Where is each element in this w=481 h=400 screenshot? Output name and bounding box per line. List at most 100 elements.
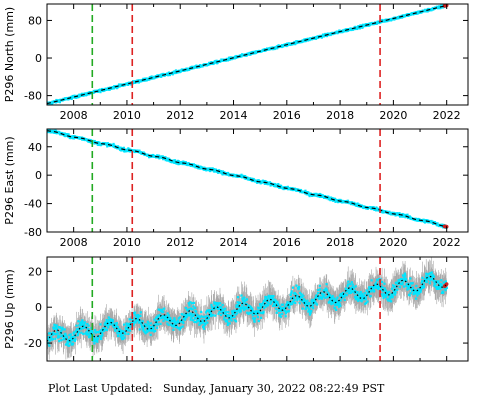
up-data-point [241, 303, 244, 306]
up-data-point [139, 314, 142, 317]
up-data-point [53, 327, 56, 330]
up-data-point [195, 313, 198, 316]
north-data-point [234, 56, 238, 60]
up-data-point [226, 313, 229, 317]
up-data-point [118, 328, 121, 331]
up-data-point [55, 327, 59, 331]
up-data-point [120, 330, 124, 333]
up-data-point [48, 344, 51, 347]
up-data-point [291, 286, 295, 289]
east-data-point [436, 222, 439, 225]
up-data-point [189, 301, 192, 304]
up-data-point [356, 291, 359, 294]
up-data-point [325, 288, 328, 292]
up-data-point [290, 291, 293, 295]
up-data-point [290, 302, 294, 306]
up-data-point [180, 319, 184, 323]
up-data-point [243, 299, 247, 302]
up-data-point [357, 299, 360, 302]
up-data-point [294, 301, 297, 305]
up-data-point [190, 312, 193, 315]
up-data-point [223, 316, 226, 319]
up-data-point [147, 329, 151, 332]
up-data-point [125, 326, 128, 329]
east-y-tick-label: -80 [24, 226, 42, 239]
up-data-point [197, 314, 200, 317]
up-data-point [97, 331, 100, 334]
up-data-point [311, 304, 314, 307]
north-y-tick-label: 80 [28, 14, 42, 27]
up-data-point [303, 299, 306, 302]
up-data-point [67, 340, 70, 343]
up-data-point [67, 339, 70, 342]
up-data-point [346, 290, 349, 293]
up-data-point [54, 333, 57, 336]
up-data-point [284, 312, 288, 315]
up-data-point [62, 336, 66, 339]
up-data-point [324, 296, 327, 299]
up-data-point [129, 321, 132, 325]
up-data-point [194, 316, 197, 320]
up-data-point [209, 309, 212, 312]
east-data-point [433, 221, 437, 224]
east-data-point [202, 168, 205, 171]
east-data-point [196, 164, 200, 168]
east-x-tick-label: 2018 [326, 236, 354, 249]
up-data-point [338, 294, 342, 297]
up-data-point [214, 307, 217, 310]
up-data-point [221, 303, 224, 307]
up-data-point [281, 312, 284, 316]
up-data-point [146, 330, 149, 334]
up-data-point [271, 298, 274, 301]
up-data-point [388, 290, 391, 293]
up-data-point [292, 296, 295, 299]
east-data-point [406, 213, 409, 216]
up-data-point [227, 314, 230, 317]
north-x-tick-label: 2018 [326, 109, 354, 122]
up-data-point [355, 295, 358, 298]
up-data-point [215, 305, 218, 308]
up-data-point [338, 300, 341, 303]
up-data-point [51, 338, 54, 341]
up-data-point [165, 315, 168, 318]
east-data-point [172, 160, 176, 163]
up-data-point [130, 318, 133, 321]
up-data-point [384, 295, 388, 298]
up-data-point [347, 292, 351, 295]
up-data-point [218, 306, 221, 309]
up-data-point [51, 333, 54, 336]
up-data-point [210, 303, 213, 307]
east-x-tick-label: 2022 [433, 236, 461, 249]
up-data-point [290, 290, 293, 293]
up-data-point [284, 315, 287, 318]
east-data-point [72, 137, 76, 140]
up-data-point [195, 310, 198, 313]
up-data-point [188, 312, 192, 315]
up-data-point [53, 326, 56, 329]
up-data-point [220, 306, 223, 309]
up-data-point [260, 303, 263, 306]
up-data-point [232, 312, 235, 315]
up-data-point [117, 332, 120, 335]
up-data-point [116, 334, 120, 338]
up-data-point [104, 328, 107, 331]
up-data-point [278, 308, 281, 311]
north-data-point [99, 91, 102, 94]
up-data-point [272, 304, 275, 308]
north-data-point [358, 27, 361, 30]
up-data-point [284, 306, 287, 309]
up-data-point [189, 318, 192, 321]
east-data-point [217, 171, 220, 174]
up-data-point [225, 315, 228, 318]
up-data-point [370, 279, 373, 282]
up-data-point [201, 320, 204, 323]
up-data-point [323, 293, 326, 296]
east-data-point [280, 184, 283, 188]
up-data-point [195, 321, 198, 324]
up-data-point [119, 331, 123, 334]
up-data-point [244, 306, 248, 309]
up-data-point [167, 314, 171, 317]
east-data-point [63, 132, 66, 135]
up-data-point [166, 312, 169, 315]
up-data-point [127, 332, 130, 336]
